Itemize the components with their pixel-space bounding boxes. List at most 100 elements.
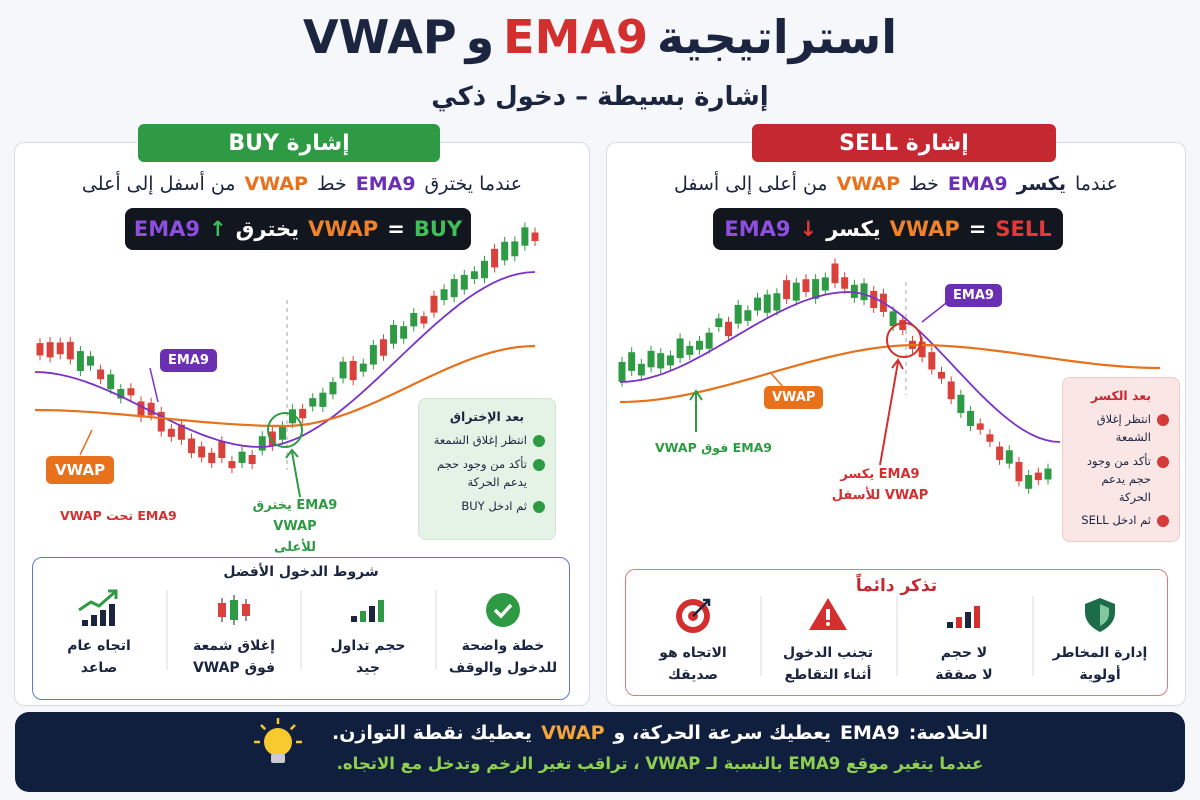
icon <box>826 609 830 620</box>
icon <box>242 604 250 616</box>
candle <box>289 409 297 424</box>
candle <box>957 394 965 414</box>
icon <box>360 611 366 622</box>
candle <box>369 345 377 365</box>
text: عندما يخترق <box>424 173 523 195</box>
footer-box <box>15 712 1185 792</box>
line: جيد <box>356 660 380 677</box>
f-ema: EMA9 <box>724 217 791 241</box>
candle <box>763 294 771 313</box>
icon <box>956 617 962 628</box>
candle <box>460 274 468 290</box>
item-label: الاتجاه هو صديقك <box>626 642 760 687</box>
candle <box>792 282 800 301</box>
item-label: خطة واضحة للدخول والوقف <box>436 635 570 680</box>
f-signal: SELL <box>995 217 1052 241</box>
candle <box>188 438 196 454</box>
candle <box>238 451 246 463</box>
candle <box>278 426 286 440</box>
candle <box>36 343 44 356</box>
candle <box>177 424 185 440</box>
candle <box>821 277 829 291</box>
title: استراتيجية EMA9 و VWAP <box>0 10 1200 64</box>
line: للدخول والوقف <box>448 660 558 677</box>
f-arrow: ↓ <box>799 217 818 241</box>
candle <box>938 371 945 379</box>
vwap-word: VWAP <box>541 722 605 744</box>
sell-description: عندما يكسر EMA9 خط VWAP من أعلى إلى أسفل <box>606 173 1186 195</box>
buy-badge: إشارة BUY <box>138 124 440 162</box>
above-label: EMA9 فوق VWAP <box>655 440 773 455</box>
icon <box>378 600 384 622</box>
f-vwap: VWAP <box>889 217 960 241</box>
ema-line <box>34 271 536 448</box>
text: شروط الدخول الأفضل <box>223 564 379 580</box>
line: إدارة المخاطر <box>1052 645 1148 661</box>
ema-word: EMA9 <box>947 173 1008 195</box>
icon <box>369 606 375 622</box>
icon <box>82 620 88 626</box>
line: فوق VWAP <box>192 660 276 677</box>
vwap-line <box>34 344 536 428</box>
candle <box>450 279 458 298</box>
candle <box>349 360 357 381</box>
f-ema: EMA9 <box>133 217 201 241</box>
candle <box>647 350 655 368</box>
ema-tag: EMA9 <box>945 284 1002 307</box>
candle <box>657 353 665 369</box>
candle <box>1015 461 1023 482</box>
candle <box>918 341 926 358</box>
vwap-tag: VWAP <box>46 456 115 484</box>
candle <box>157 411 165 432</box>
icon <box>109 604 115 626</box>
bulb-ray <box>260 724 267 731</box>
candle <box>870 290 878 309</box>
checklist-title: بعد الإختراق <box>449 409 525 424</box>
candle <box>420 316 428 324</box>
candle <box>208 452 216 464</box>
title-and: و <box>465 10 495 64</box>
sell-checklist: بعد الكسر انتظر إغلاق الشمعة تأكد من وجو… <box>1062 377 1180 542</box>
candle <box>725 321 732 337</box>
candle <box>618 361 626 382</box>
title-text: استراتيجية <box>656 10 898 64</box>
icon <box>974 606 980 628</box>
candle <box>470 271 478 280</box>
item-label: إغلاق شمعة فوق VWAP <box>167 635 301 680</box>
vwap-word: VWAP <box>244 173 308 195</box>
candle <box>329 382 337 395</box>
icon <box>351 616 357 622</box>
candle <box>996 446 1004 460</box>
candle <box>87 356 95 366</box>
candle <box>889 311 897 327</box>
line: خطة واضحة <box>461 638 545 654</box>
candle <box>1025 474 1033 489</box>
candle <box>390 324 398 344</box>
candle <box>359 363 367 372</box>
icon <box>965 612 971 628</box>
line: حجم تداول <box>330 638 406 654</box>
buy-formula: EMA9 ↑ يخترق VWAP = BUY <box>125 208 471 250</box>
candle <box>339 361 347 379</box>
candle <box>783 280 791 300</box>
candle <box>107 374 115 390</box>
f-vwap: VWAP <box>308 217 379 241</box>
candle <box>410 313 418 327</box>
icon <box>486 593 520 627</box>
candle <box>400 326 408 339</box>
text: EMA9 <box>839 722 900 744</box>
line: إغلاق شمعة <box>193 638 275 654</box>
candle <box>228 461 236 469</box>
line: VWAP للأسفل <box>831 487 929 503</box>
icon <box>91 615 97 626</box>
ema-word: EMA9 <box>355 173 416 195</box>
candle <box>258 436 266 451</box>
candle <box>76 351 84 372</box>
line: EMA9 يخترق <box>252 498 338 513</box>
checklist-title: بعد الكسر <box>1090 388 1152 403</box>
arrow <box>285 448 301 498</box>
icon <box>493 603 513 619</box>
candle <box>531 232 539 241</box>
candle <box>860 283 868 301</box>
